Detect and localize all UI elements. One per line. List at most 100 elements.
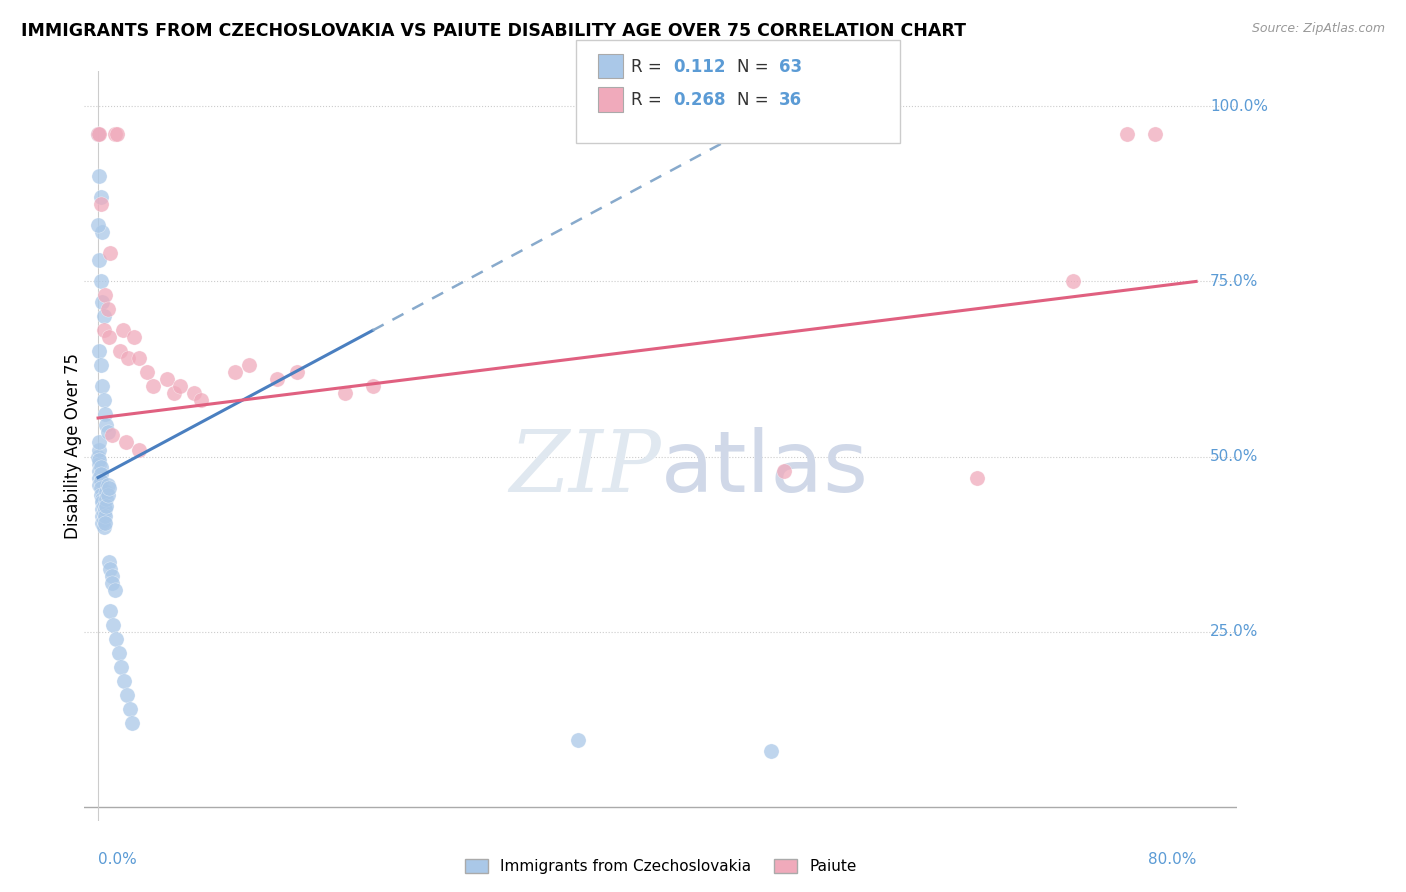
Point: [142, 379, 165, 393]
Point: [89, 442, 111, 457]
Point: [93, 519, 115, 533]
Point: [91, 226, 114, 240]
Point: [333, 386, 356, 401]
Point: [1062, 275, 1084, 289]
Y-axis label: Disability Age Over 75: Disability Age Over 75: [65, 353, 82, 539]
Text: ZIP: ZIP: [509, 427, 661, 510]
Point: [91, 379, 114, 393]
Point: [1143, 128, 1166, 142]
Point: [101, 575, 124, 590]
Text: IMMIGRANTS FROM CZECHOSLOVAKIA VS PAIUTE DISABILITY AGE OVER 75 CORRELATION CHAR: IMMIGRANTS FROM CZECHOSLOVAKIA VS PAIUTE…: [21, 22, 966, 40]
Point: [90, 359, 112, 373]
Point: [94, 408, 117, 422]
Point: [112, 673, 135, 688]
Point: [104, 632, 127, 646]
Point: [89, 169, 111, 184]
Point: [89, 344, 111, 359]
Point: [266, 372, 288, 386]
Point: [183, 386, 205, 401]
Point: [89, 477, 111, 491]
Point: [91, 495, 114, 509]
Point: [87, 450, 110, 464]
Point: [93, 512, 115, 526]
Point: [96, 484, 118, 499]
Point: [96, 499, 118, 513]
Point: [94, 288, 117, 302]
Point: [162, 386, 184, 401]
Point: [90, 190, 112, 204]
Point: [98, 481, 121, 495]
Point: [98, 330, 121, 344]
Point: [361, 379, 384, 393]
Point: [108, 344, 131, 359]
Point: [87, 128, 110, 142]
Point: [97, 488, 120, 502]
Point: [122, 330, 145, 344]
Point: [128, 442, 150, 457]
Point: [94, 509, 117, 524]
Point: [759, 743, 782, 757]
Point: [93, 393, 115, 408]
Point: [285, 366, 308, 380]
Point: [118, 701, 141, 715]
Text: 25.0%: 25.0%: [1209, 624, 1258, 639]
Point: [89, 453, 111, 467]
Point: [117, 351, 139, 366]
Point: [105, 128, 128, 142]
Text: atlas: atlas: [661, 427, 869, 510]
Point: [966, 470, 988, 484]
Point: [128, 351, 150, 366]
Point: [89, 128, 111, 142]
Point: [89, 457, 111, 471]
Point: [136, 366, 159, 380]
Point: [90, 474, 112, 488]
Point: [87, 128, 110, 142]
Point: [101, 568, 124, 582]
Text: 0.0%: 0.0%: [98, 852, 136, 867]
Point: [97, 477, 120, 491]
Point: [90, 275, 112, 289]
Point: [91, 491, 114, 506]
Text: R =: R =: [631, 91, 662, 109]
Point: [93, 506, 115, 520]
Point: [93, 323, 115, 337]
Point: [98, 555, 121, 569]
Point: [107, 646, 129, 660]
Point: [100, 603, 122, 617]
Point: [101, 428, 124, 442]
Point: [89, 435, 111, 450]
Text: 0.268: 0.268: [673, 91, 725, 109]
Text: Source: ZipAtlas.com: Source: ZipAtlas.com: [1251, 22, 1385, 36]
Point: [156, 372, 179, 386]
Text: N =: N =: [737, 91, 768, 109]
Point: [111, 323, 134, 337]
Point: [567, 733, 589, 747]
Point: [110, 659, 132, 673]
Point: [169, 379, 191, 393]
Point: [94, 516, 117, 530]
Legend: Immigrants from Czechoslovakia, Paiute: Immigrants from Czechoslovakia, Paiute: [458, 853, 863, 880]
Point: [90, 481, 112, 495]
Text: N =: N =: [737, 58, 768, 76]
Point: [91, 295, 114, 310]
Text: 63: 63: [779, 58, 801, 76]
Point: [224, 366, 246, 380]
Point: [90, 467, 112, 481]
Point: [190, 393, 212, 408]
Point: [89, 470, 111, 484]
Point: [94, 502, 117, 516]
Text: 75.0%: 75.0%: [1209, 274, 1258, 289]
Point: [96, 417, 118, 432]
Point: [103, 617, 124, 632]
Point: [90, 197, 112, 211]
Point: [103, 128, 125, 142]
Point: [100, 561, 122, 575]
Point: [100, 246, 122, 260]
Point: [115, 688, 138, 702]
Text: 36: 36: [779, 91, 801, 109]
Point: [91, 516, 114, 530]
Point: [121, 715, 143, 730]
Text: 100.0%: 100.0%: [1209, 99, 1268, 114]
Point: [87, 219, 110, 233]
Point: [97, 425, 120, 439]
